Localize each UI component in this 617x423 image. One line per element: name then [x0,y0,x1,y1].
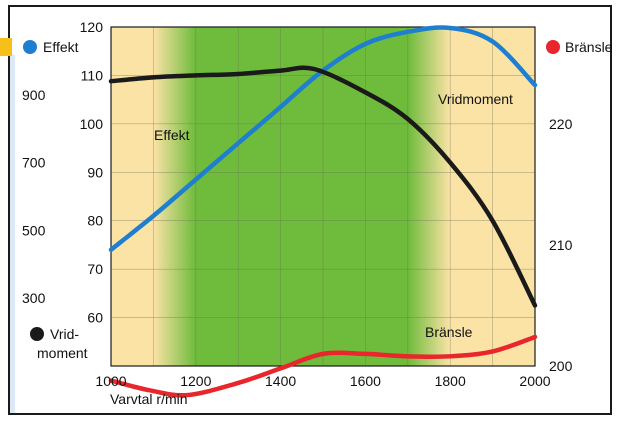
x-tick-label: 1600 [350,373,381,389]
x-axis-label: Varvtal r/min [110,391,188,407]
torque-tick-label: 700 [22,155,46,171]
power-axis-tick-labels: 60 70 80 90 100 110 120 [80,19,104,326]
power-tick-label: 90 [87,164,103,180]
fuel-tick-label: 200 [549,358,573,374]
power-tick-label: 100 [80,116,104,132]
legend-effekt-marker [23,40,37,54]
power-tick-label: 120 [80,19,104,35]
legend-effekt-label: Effekt [43,39,79,55]
x-tick-label: 2000 [519,373,550,389]
series-line-vridmoment [108,65,538,308]
series-line-bransle [108,334,538,398]
x-tick-label: 1400 [265,373,296,389]
legend-vridmoment-label-1: Vrid- [50,326,79,342]
torque-tick-label: 300 [22,290,46,306]
legend-bransle: Bränsle [546,39,613,55]
fuel-axis-tick-labels: 200 210 220 [549,116,573,374]
x-tick-label: 1000 [95,373,126,389]
plot-border [110,26,536,367]
fuel-tick-label: 210 [549,237,573,253]
x-tick-label: 1800 [435,373,466,389]
power-tick-label: 80 [87,213,103,229]
series-layer [108,25,538,398]
legend-vridmoment: Vrid- moment [30,326,88,361]
fuel-tick-label: 220 [549,116,573,132]
power-tick-label: 60 [87,310,103,326]
torque-axis-tick-labels: 300 500 700 900 [22,87,46,306]
x-tick-label: 1200 [180,373,211,389]
annotation-bransle: Bränsle [425,324,473,340]
left-strip [10,55,15,413]
x-tick-labels: 1000 1200 1400 1600 1800 2000 [95,373,550,389]
annotation-effekt: Effekt [154,127,190,143]
legend-vridmoment-label-2: moment [37,345,88,361]
legend-effekt: Effekt [23,39,79,55]
legend-bransle-marker [546,40,560,54]
legend-bransle-label: Bränsle [565,39,613,55]
torque-tick-label: 500 [22,222,46,238]
power-tick-label: 70 [87,261,103,277]
annotation-vridmoment: Vridmoment [438,91,513,107]
legend-vridmoment-marker [30,327,44,341]
corner-tab [0,38,12,56]
torque-tick-label: 900 [22,87,46,103]
power-tick-label: 110 [81,67,104,83]
